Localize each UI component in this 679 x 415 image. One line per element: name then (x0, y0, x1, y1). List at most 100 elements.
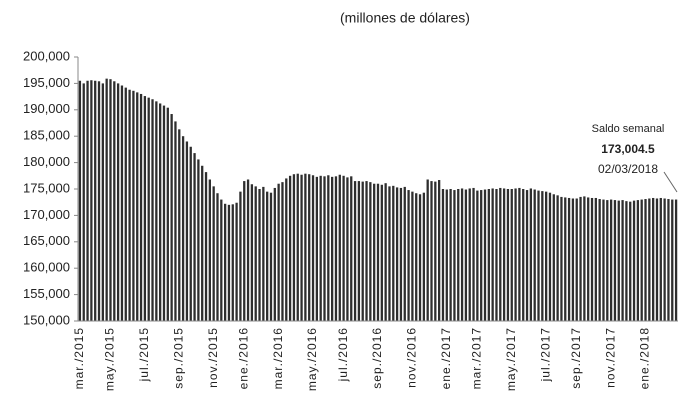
bar (537, 190, 540, 321)
bar (357, 181, 361, 321)
bar (606, 200, 609, 321)
bar (552, 194, 555, 321)
bar (285, 178, 288, 321)
bar (380, 184, 383, 321)
bar (155, 101, 158, 322)
bar (590, 197, 594, 321)
bar (315, 176, 318, 321)
bar (319, 175, 322, 321)
x-tick-label: sep./2017 (569, 327, 583, 389)
y-tick-label: 155,000 (23, 286, 70, 301)
y-tick-label: 160,000 (23, 260, 70, 275)
x-tick-label: sep./2016 (370, 327, 384, 389)
y-tick-label: 150,000 (23, 312, 70, 327)
bar (644, 199, 647, 321)
bar (399, 187, 403, 321)
bar (94, 80, 97, 321)
bar (124, 87, 127, 322)
bar (617, 200, 620, 321)
bar (445, 189, 448, 321)
bar (201, 165, 204, 321)
bar (143, 96, 147, 322)
bar (392, 185, 395, 321)
bar (120, 85, 124, 322)
y-tick-label: 190,000 (23, 101, 70, 116)
bar (346, 177, 349, 321)
bar (330, 176, 334, 321)
bar (384, 183, 387, 321)
bar (109, 79, 112, 322)
bar (139, 93, 143, 322)
bar (422, 192, 426, 321)
bar (556, 195, 559, 321)
bar (113, 81, 116, 322)
bar (648, 198, 651, 321)
bar (204, 172, 208, 321)
bar (502, 188, 506, 321)
annotation-date: 02/03/2018 (598, 162, 658, 176)
bar (567, 197, 571, 321)
x-tick-label: nov./2017 (603, 327, 617, 388)
bar (457, 189, 460, 321)
annotation-value: 173,004.5 (601, 142, 655, 156)
bar (323, 176, 326, 321)
bar (300, 174, 303, 321)
x-tick-label: nov./2015 (206, 327, 220, 388)
bar (128, 89, 131, 322)
bar (338, 174, 341, 321)
bar (189, 146, 192, 321)
bar (609, 199, 613, 321)
bar (434, 181, 437, 321)
bar (533, 189, 536, 321)
y-tick-label: 185,000 (23, 128, 70, 143)
bar (342, 175, 345, 321)
bar (269, 192, 273, 321)
bar (223, 203, 227, 321)
bar (411, 191, 414, 321)
bar (105, 78, 108, 321)
bar (640, 199, 643, 321)
bar (476, 190, 479, 321)
y-tick-label: 170,000 (23, 207, 70, 222)
x-tick-label: jul./2015 (137, 327, 151, 382)
bar (212, 186, 215, 321)
bar (185, 141, 189, 321)
bar (407, 190, 410, 321)
bar (545, 191, 548, 321)
bar (518, 187, 521, 321)
x-tick-label: sep./2015 (171, 327, 185, 389)
y-tick-label: 195,000 (23, 75, 70, 90)
y-tick-label: 200,000 (23, 48, 70, 63)
bar (663, 198, 666, 321)
x-tick-label: jul./2017 (538, 327, 552, 382)
x-tick-label: ene./2016 (236, 327, 250, 389)
bar (369, 182, 372, 321)
bar (353, 181, 357, 321)
bar (464, 189, 468, 321)
bar (674, 199, 678, 321)
bar (472, 187, 475, 321)
bar (216, 193, 219, 321)
bar (327, 175, 330, 321)
bar (208, 179, 211, 321)
bar (598, 199, 601, 321)
bar (602, 199, 605, 321)
bar (246, 179, 250, 321)
x-tick-label: mar./2017 (470, 327, 484, 389)
x-tick-label: nov./2016 (405, 327, 419, 388)
bar (296, 173, 299, 321)
bar (629, 201, 632, 321)
bar (491, 188, 494, 321)
bar (116, 83, 120, 322)
bar (82, 83, 85, 322)
bar (613, 200, 617, 321)
bar (243, 181, 246, 321)
bar (159, 103, 162, 322)
bar (495, 189, 498, 321)
bar (453, 190, 456, 321)
bar (147, 97, 150, 321)
bar (514, 188, 517, 321)
bar (311, 175, 315, 321)
bar (525, 190, 529, 321)
x-tick-label: jul./2016 (336, 327, 350, 382)
